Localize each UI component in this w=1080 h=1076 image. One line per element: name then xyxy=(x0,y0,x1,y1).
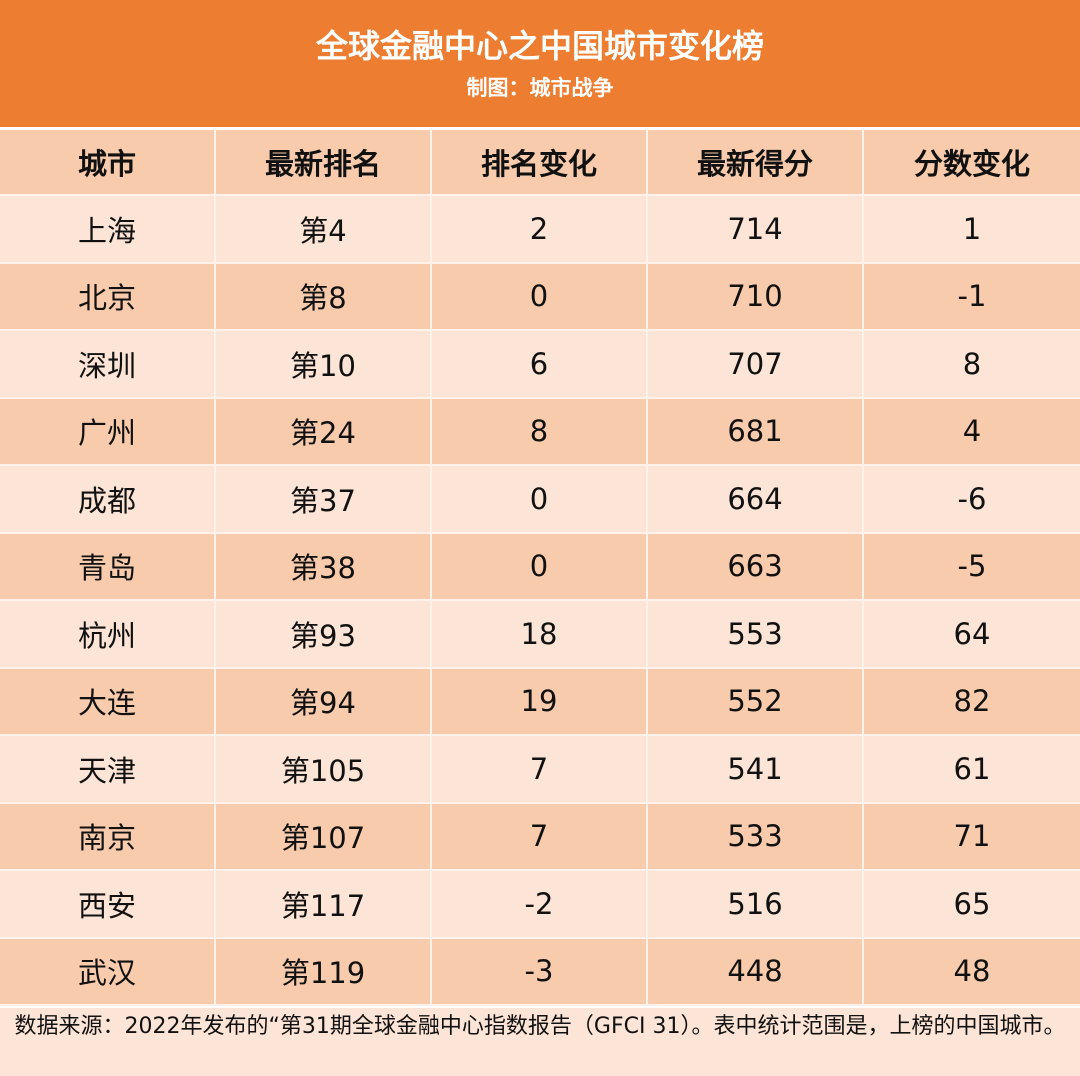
cell-rank-change: 7 xyxy=(432,803,648,869)
cell-latest-score: 552 xyxy=(648,668,864,734)
cell-latest-score: 553 xyxy=(648,601,864,667)
column-header-latest-score: 最新得分 xyxy=(648,130,864,194)
table-row: 天津 第105 7 541 61 xyxy=(0,736,1080,804)
cell-city: 深圳 xyxy=(0,331,216,397)
cell-latest-rank: 第37 xyxy=(216,466,432,532)
table-row: 上海 第4 2 714 1 xyxy=(0,196,1080,264)
cell-city: 南京 xyxy=(0,803,216,869)
cell-latest-rank: 第8 xyxy=(216,263,432,329)
cell-rank-change: -3 xyxy=(432,938,648,1004)
cell-score-change: 1 xyxy=(962,211,982,246)
table-row: 成都 第37 0 664 -6 xyxy=(0,466,1080,534)
source-note: 数据来源：2022年发布的“第31期全球金融中心指数报告（GFCI 31）。表中… xyxy=(0,1008,1080,1076)
cell-latest-rank: 第94 xyxy=(216,668,432,734)
cell-score-change: 48 xyxy=(953,954,991,989)
cell-latest-rank: 第119 xyxy=(216,938,432,1004)
column-header-latest-rank: 最新排名 xyxy=(216,130,432,194)
cell-latest-score: 714 xyxy=(648,196,864,262)
table-row: 西安 第117 -2 516 65 xyxy=(0,871,1080,939)
cell-score-change: 82 xyxy=(953,684,991,719)
cell-rank-change: 7 xyxy=(432,736,648,802)
table-row: 深圳 第10 6 707 8 xyxy=(0,331,1080,399)
table-row: 南京 第107 7 533 71 xyxy=(0,803,1080,871)
table-row: 大连 第94 19 552 82 xyxy=(0,668,1080,736)
cell-city: 武汉 xyxy=(0,938,216,1004)
cell-score-change: -6 xyxy=(957,481,987,516)
cell-city: 成都 xyxy=(0,466,216,532)
page-title: 全球金融中心之中国城市变化榜 xyxy=(315,27,764,65)
cell-score-change: 61 xyxy=(953,751,991,786)
cell-city: 广州 xyxy=(0,398,216,464)
cell-latest-rank: 第10 xyxy=(216,331,432,397)
cell-latest-rank: 第38 xyxy=(216,533,432,599)
table-row: 杭州 第93 18 553 64 xyxy=(0,601,1080,669)
column-header-city: 城市 xyxy=(0,130,216,194)
cell-latest-rank: 第117 xyxy=(216,871,432,937)
cell-city: 北京 xyxy=(0,263,216,329)
table-row: 北京 第8 0 710 -1 xyxy=(0,263,1080,331)
table-row: 武汉 第119 -3 448 48 xyxy=(0,938,1080,1006)
cell-score-change: 8 xyxy=(962,346,982,381)
cell-latest-score: 710 xyxy=(648,263,864,329)
cell-rank-change: 0 xyxy=(432,466,648,532)
cell-city: 杭州 xyxy=(0,601,216,667)
cell-latest-rank: 第105 xyxy=(216,736,432,802)
cell-city: 西安 xyxy=(0,871,216,937)
table-header-row: 城市 最新排名 排名变化 最新得分 分数变化 xyxy=(0,130,1080,196)
cell-latest-score: 707 xyxy=(648,331,864,397)
cell-latest-score: 516 xyxy=(648,871,864,937)
cell-latest-score: 663 xyxy=(648,533,864,599)
title-banner: 全球金融中心之中国城市变化榜 制图：城市战争 xyxy=(0,0,1080,127)
cell-city: 青岛 xyxy=(0,533,216,599)
cell-score-change: 65 xyxy=(953,886,991,921)
cell-rank-change: 2 xyxy=(432,196,648,262)
table-row: 广州 第24 8 681 4 xyxy=(0,398,1080,466)
column-header-rank-change: 排名变化 xyxy=(432,130,648,194)
table-row: 青岛 第38 0 663 -5 xyxy=(0,533,1080,601)
cell-latest-score: 681 xyxy=(648,398,864,464)
cell-score-change: 64 xyxy=(953,616,991,651)
cell-rank-change: 6 xyxy=(432,331,648,397)
cell-rank-change: 8 xyxy=(432,398,648,464)
cell-score-change: -5 xyxy=(957,549,987,584)
cell-city: 大连 xyxy=(0,668,216,734)
cell-latest-rank: 第24 xyxy=(216,398,432,464)
ranking-table: 城市 最新排名 排名变化 最新得分 分数变化 上海 第4 2 714 1 北京 第8 0 710… xyxy=(0,130,1080,1006)
page-subtitle: 制图：城市战争 xyxy=(466,76,614,100)
column-header-score-change: 分数变化 xyxy=(913,147,1030,181)
cell-rank-change: -2 xyxy=(432,871,648,937)
cell-rank-change: 0 xyxy=(432,263,648,329)
cell-rank-change: 19 xyxy=(432,668,648,734)
cell-city: 上海 xyxy=(0,196,216,262)
cell-latest-score: 541 xyxy=(648,736,864,802)
cell-score-change: 4 xyxy=(962,414,982,449)
cell-city: 天津 xyxy=(0,736,216,802)
cell-latest-score: 533 xyxy=(648,803,864,869)
cell-rank-change: 18 xyxy=(432,601,648,667)
cell-latest-rank: 第4 xyxy=(216,196,432,262)
cell-rank-change: 0 xyxy=(432,533,648,599)
cell-score-change: -1 xyxy=(957,279,987,314)
cell-latest-score: 448 xyxy=(648,938,864,1004)
cell-latest-rank: 第107 xyxy=(216,803,432,869)
cell-score-change: 71 xyxy=(953,819,991,854)
cell-latest-score: 664 xyxy=(648,466,864,532)
cell-latest-rank: 第93 xyxy=(216,601,432,667)
